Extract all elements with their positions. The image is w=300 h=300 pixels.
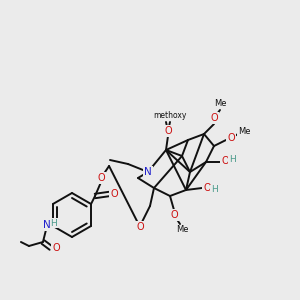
Text: O: O xyxy=(170,210,178,220)
Text: O: O xyxy=(110,189,118,199)
Text: H: H xyxy=(51,218,57,227)
Text: O: O xyxy=(210,113,218,123)
Text: O: O xyxy=(221,156,229,166)
Text: O: O xyxy=(227,133,235,143)
Text: O: O xyxy=(203,183,211,193)
Text: H: H xyxy=(211,185,218,194)
Text: Me: Me xyxy=(238,128,250,136)
Text: N: N xyxy=(144,167,152,177)
Text: H: H xyxy=(229,154,236,164)
Text: Me: Me xyxy=(176,226,188,235)
Text: N: N xyxy=(43,220,51,230)
Text: O: O xyxy=(97,173,105,183)
Text: O: O xyxy=(136,222,144,232)
Text: methoxy: methoxy xyxy=(153,112,187,121)
Text: O: O xyxy=(164,126,172,136)
Text: O: O xyxy=(52,243,60,253)
Text: Me: Me xyxy=(214,100,226,109)
